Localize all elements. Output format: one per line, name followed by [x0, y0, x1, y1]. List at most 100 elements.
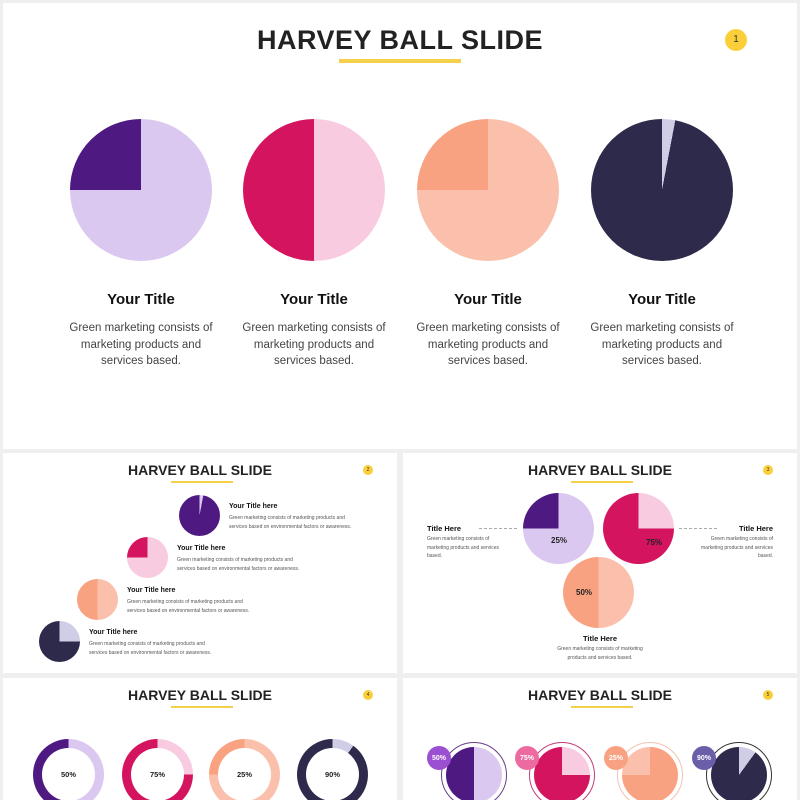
- slide-title: HARVEY BALL SLIDE: [256, 25, 544, 55]
- donut-label: 90%: [306, 748, 359, 800]
- desc-line: products and services based.: [567, 654, 633, 661]
- desc-line: services based.: [101, 355, 181, 367]
- left-description: Green marketing consists of marketing pr…: [427, 535, 517, 561]
- item-column: Your Title Green marketing consists of m…: [61, 291, 221, 370]
- donut-label: 75%: [131, 748, 184, 800]
- harvey-ball: [446, 747, 502, 800]
- harvey-ball: [563, 557, 634, 628]
- item-title: Your Title: [107, 291, 175, 308]
- slide-4-thumbnail[interactable]: HARVEY BALL SLIDE 4 50% 75% 25% 90%: [3, 678, 397, 800]
- item-title: Your Title here: [229, 503, 278, 510]
- ball-outline: [529, 742, 595, 800]
- donut-label: 25%: [218, 748, 271, 800]
- item-description: Green marketing consists of marketing pr…: [229, 514, 389, 532]
- item-column: Your Title Green marketing consists of m…: [234, 291, 394, 370]
- item-column: Your Title Green marketing consists of m…: [582, 291, 742, 370]
- desc-line: Green marketing consists of marketing pr…: [229, 515, 345, 521]
- item-description: Green marketing consists of marketing pr…: [61, 320, 221, 370]
- donut-chart: 25%: [209, 739, 280, 800]
- slide-3-thumbnail[interactable]: HARVEY BALL SLIDE 3 25% 75% 50% Title He…: [403, 453, 797, 673]
- slide-title: HARVEY BALL SLIDE: [528, 687, 672, 703]
- harvey-ball: [127, 537, 168, 578]
- item-title: Your Title here: [89, 629, 138, 636]
- desc-line: services based on environmental factors …: [229, 524, 352, 530]
- item-description: Green marketing consists of marketing pr…: [582, 320, 742, 370]
- desc-line: marketing products and services: [427, 544, 499, 551]
- donut-chart: 90%: [297, 739, 368, 800]
- desc-line: marketing products and: [80, 338, 202, 351]
- dashed-arrow-left-icon: [679, 528, 717, 529]
- desc-line: services based.: [448, 355, 528, 367]
- desc-line: Green marketing consists of: [710, 536, 773, 542]
- harvey-ball: [711, 747, 767, 800]
- item-description: Green marketing consists of marketing pr…: [89, 640, 249, 658]
- desc-line: services based.: [622, 355, 702, 367]
- desc-line: marketing products and: [427, 338, 549, 351]
- desc-line: marketing products and: [253, 338, 375, 351]
- donut-chart: 50%: [33, 739, 104, 800]
- page-number-badge: 2: [363, 465, 373, 475]
- page-number-badge: 5: [763, 690, 773, 700]
- desc-line: Green marketing consists of: [242, 322, 386, 334]
- bottom-title: Title Here: [582, 634, 618, 643]
- percent-badge: 90%: [692, 746, 716, 770]
- right-title: Title Here: [738, 524, 773, 533]
- item-title: Your Title here: [177, 545, 226, 552]
- slide-title: HARVEY BALL SLIDE: [128, 687, 272, 703]
- item-title: Your Title: [280, 291, 348, 308]
- desc-line: based.: [757, 553, 773, 559]
- item-column: Your Title Green marketing consists of m…: [408, 291, 568, 370]
- page-number-badge: 3: [763, 465, 773, 475]
- harvey-ball: [622, 747, 678, 800]
- desc-line: Green marketing consists of marketing pr…: [177, 557, 293, 563]
- percent-label: 25%: [551, 536, 568, 545]
- desc-line: marketing products and: [601, 338, 723, 351]
- desc-line: based.: [427, 553, 443, 559]
- slide-title: HARVEY BALL SLIDE: [128, 462, 272, 478]
- desc-line: Green marketing consists of marketing pr…: [127, 599, 243, 605]
- item-title: Your Title: [454, 291, 522, 308]
- percent-badge: 50%: [427, 746, 451, 770]
- slide-title: HARVEY BALL SLIDE: [528, 462, 672, 478]
- right-description: Green marketing consists of marketing pr…: [683, 535, 773, 561]
- item-title: Your Title: [628, 291, 696, 308]
- title-underline: [171, 481, 233, 483]
- title-underline: [571, 481, 633, 483]
- harvey-ball: [70, 119, 212, 261]
- percent-label: 75%: [646, 538, 663, 547]
- ball-outline: [617, 742, 683, 800]
- harvey-ball: [179, 495, 220, 536]
- desc-line: services based.: [274, 355, 354, 367]
- desc-line: services based on environmental factors …: [127, 608, 250, 614]
- title-underline: [171, 706, 233, 708]
- desc-line: Green marketing consists of: [69, 322, 213, 334]
- bottom-description: Green marketing consists of marketing pr…: [403, 645, 797, 662]
- percent-badge: 75%: [515, 746, 539, 770]
- desc-line: Green marketing consists of: [416, 322, 560, 334]
- page-number-badge: 1: [725, 29, 747, 51]
- ball-outline: [441, 742, 507, 800]
- slide-1[interactable]: HARVEY BALL SLIDE 1 Your Title Green mar…: [3, 3, 797, 449]
- donut-chart: 75%: [122, 739, 193, 800]
- item-description: Green marketing consists of marketing pr…: [127, 598, 287, 616]
- item-title: Your Title here: [127, 587, 176, 594]
- donut-label: 50%: [42, 748, 95, 800]
- percent-label: 50%: [576, 588, 593, 597]
- harvey-ball: [243, 119, 385, 261]
- harvey-ball: [603, 493, 674, 564]
- desc-line: Green marketing consists of: [590, 322, 734, 334]
- harvey-ball: [523, 493, 594, 564]
- left-title: Title Here: [427, 524, 462, 533]
- title-underline: [571, 706, 633, 708]
- desc-line: Green marketing consists of: [427, 536, 490, 542]
- desc-line: Green marketing consists of marketing: [557, 646, 643, 652]
- item-description: Green marketing consists of marketing pr…: [234, 320, 394, 370]
- ball-outline: [706, 742, 772, 800]
- harvey-ball: [534, 747, 590, 800]
- slide-2-thumbnail[interactable]: HARVEY BALL SLIDE 2 Your Title here Gree…: [3, 453, 397, 673]
- desc-line: marketing products and services: [701, 544, 773, 551]
- dashed-arrow-right-icon: [479, 528, 517, 529]
- page-number-badge: 4: [363, 690, 373, 700]
- slide-5-thumbnail[interactable]: HARVEY BALL SLIDE 5 50% 75% 25% 90%: [403, 678, 797, 800]
- harvey-ball: [417, 119, 559, 261]
